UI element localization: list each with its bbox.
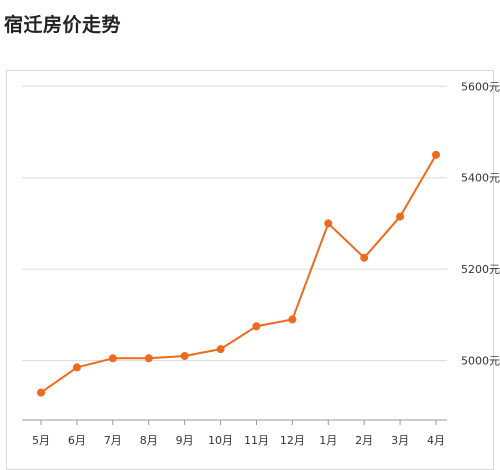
data-point: [37, 388, 45, 397]
data-point: [108, 354, 117, 363]
y-tick-label: 5000元: [461, 355, 500, 368]
x-tick-label: 9月: [176, 434, 194, 447]
y-tick-label: 5400元: [461, 172, 500, 185]
x-tick-label: 7月: [104, 434, 122, 447]
x-tick-label: 4月: [427, 434, 445, 447]
data-point: [396, 212, 405, 221]
x-tick-label: 8月: [140, 434, 158, 447]
data-point: [432, 150, 440, 159]
x-tick-label: 2月: [355, 434, 373, 447]
data-point: [324, 219, 333, 228]
data-point: [252, 322, 261, 331]
series-line: [40, 154, 437, 394]
x-tick-label: 10月: [208, 434, 233, 447]
data-point: [360, 253, 369, 262]
x-tick-label: 6月: [68, 434, 86, 447]
x-tick-label: 12月: [280, 434, 305, 447]
data-point: [180, 352, 189, 360]
data-point: [216, 345, 225, 354]
y-tick-label: 5200元: [461, 263, 500, 276]
data-point: [288, 315, 297, 324]
x-tick-label: 11月: [244, 434, 269, 447]
data-point: [72, 363, 81, 372]
x-tick-label: 3月: [391, 434, 409, 447]
data-point: [144, 354, 153, 363]
chart-panel: [6, 70, 494, 470]
x-tick-label: 1月: [319, 434, 337, 447]
y-tick-label: 5600元: [461, 80, 500, 93]
page-title: 宿迁房价走势: [4, 14, 122, 36]
x-tick-label: 5月: [32, 434, 50, 447]
